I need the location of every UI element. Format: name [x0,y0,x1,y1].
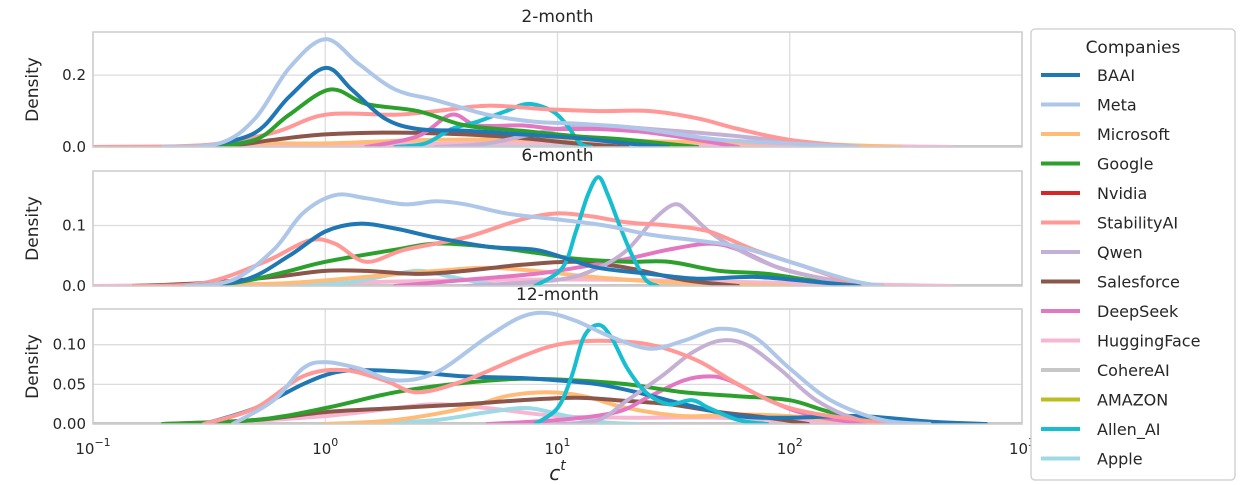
density-curve-StabilityAI [201,338,903,424]
legend-label: CohereAI [1097,361,1170,380]
density-curve-Qwen [463,202,885,286]
y-tick-label: 0.1 [62,216,86,234]
legend-item: BAAI [1041,66,1135,85]
legend-item: Google [1041,155,1153,174]
panel-title: 2-month [521,7,593,27]
legend-title: Companies [1086,38,1181,58]
legend-item: Microsoft [1041,125,1170,144]
density-curve-Allen_AI [533,322,770,424]
y-axis-label: Density [23,196,43,261]
density-curve-Meta [160,37,862,147]
legend-item: DeepSeek [1041,302,1179,321]
panel-title: 12-month [516,285,599,305]
legend-item: StabilityAI [1041,214,1178,233]
x-tick-label: 102 [777,436,803,458]
y-tick-label: 0.0 [62,138,86,156]
legend-item: CohereAI [1041,361,1170,380]
legend-item: Salesforce [1041,273,1180,292]
legend-label: Qwen [1097,243,1143,262]
series-group [93,37,1022,147]
density-curve-Meta [183,192,885,286]
density-curve-BAAI [201,65,671,147]
x-axis-label: ct [549,458,566,485]
legend-item: Qwen [1041,243,1143,262]
legend-item: Allen_AI [1041,420,1160,440]
density-curve-Allen_AI [533,175,660,286]
panel-title: 6-month [521,146,593,166]
density-curve-Apple [364,406,639,424]
density-curve-Google [160,241,885,286]
legend-label: DeepSeek [1097,302,1179,321]
legend-label: Meta [1097,96,1137,115]
density-curve-Google [201,87,700,147]
density-curve-Qwen [555,338,903,424]
density-curve-BAAI [201,368,988,424]
legend-label: Google [1097,155,1153,174]
legend-item: Apple [1041,450,1143,469]
y-tick-label: 0.10 [53,336,86,354]
density-curve-DeepSeek [364,112,741,147]
x-tick-label: 10−1 [75,436,110,458]
y-axis-label: Density [23,334,43,399]
y-tick-label: 0.00 [53,415,86,433]
y-tick-label: 0.0 [62,277,86,295]
legend-item: Nvidia [1041,184,1147,203]
legend-label: AMAZON [1097,391,1168,410]
plot-frame [92,170,1023,287]
density-curve-StabilityAI [93,103,862,147]
x-tick-label: 101 [544,436,570,458]
legend-label: Allen_AI [1097,420,1160,440]
y-axis-label: Density [23,57,43,122]
legend-item: HuggingFace [1041,332,1200,351]
legend-label: Microsoft [1097,125,1170,144]
series-group [93,175,1022,286]
y-tick-label: 0.05 [53,375,86,393]
legend-box [1030,28,1236,481]
plot-frame [92,31,1023,148]
density-curve-BAAI [183,221,862,286]
panel-2-month: 0.0 0.2 2-month Density [23,7,1023,156]
legend-label: Apple [1097,450,1143,469]
density-curve-Meta [230,310,932,424]
legend-label: StabilityAI [1097,214,1178,233]
series-group [93,310,1022,424]
legend-label: Nvidia [1097,184,1147,203]
y-tick-label: 0.2 [62,66,86,84]
plot-frame [92,308,1023,425]
density-curve-StabilityAI [131,211,862,286]
x-tick-label: 100 [312,436,338,458]
legend-label: Salesforce [1097,273,1180,292]
legend-item: Meta [1041,96,1137,115]
legend: Companies BAAI Meta Microsoft Google Nvidia St… [1030,28,1236,481]
legend-label: BAAI [1097,66,1135,85]
legend-item: AMAZON [1041,391,1168,410]
legend-label: HuggingFace [1097,332,1200,351]
panel-12-month: 0.00 0.05 0.10 12-month Density [23,285,1023,433]
panel-6-month: 0.0 0.1 6-month Density [23,146,1023,295]
